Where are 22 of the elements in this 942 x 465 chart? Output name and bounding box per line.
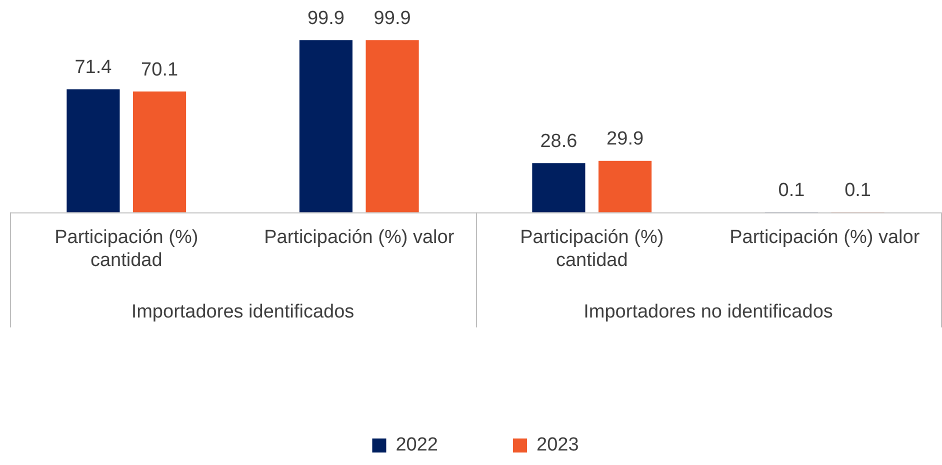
text: Importadores no identificados <box>584 302 833 323</box>
bar <box>598 160 652 212</box>
bar <box>133 92 186 212</box>
data-label: 29.9 <box>606 128 644 150</box>
data-label: 28.6 <box>540 130 578 152</box>
x-tick-label: Participación (%) valor <box>264 227 455 248</box>
data-label: 71.4 <box>74 57 112 78</box>
text: Importadores identificados <box>131 302 354 323</box>
x-tick-label: Participación (%) valor <box>730 227 920 248</box>
bar <box>299 40 352 212</box>
data-label: 70.1 <box>141 59 178 80</box>
bar <box>66 89 120 212</box>
legend-label: 2022 <box>396 434 438 456</box>
legend-label: 2023 <box>536 434 579 456</box>
data-label: 99.9 <box>307 8 344 29</box>
x-tick-label: Participación (%) cantidad <box>520 227 664 271</box>
data-label: 99.9 <box>374 8 411 29</box>
bar <box>366 40 419 212</box>
bar <box>532 163 586 212</box>
data-label: 0.1 <box>778 180 805 201</box>
data-label: 0.1 <box>844 180 872 201</box>
x-tick-label: Participación (%) cantidad <box>54 227 198 271</box>
